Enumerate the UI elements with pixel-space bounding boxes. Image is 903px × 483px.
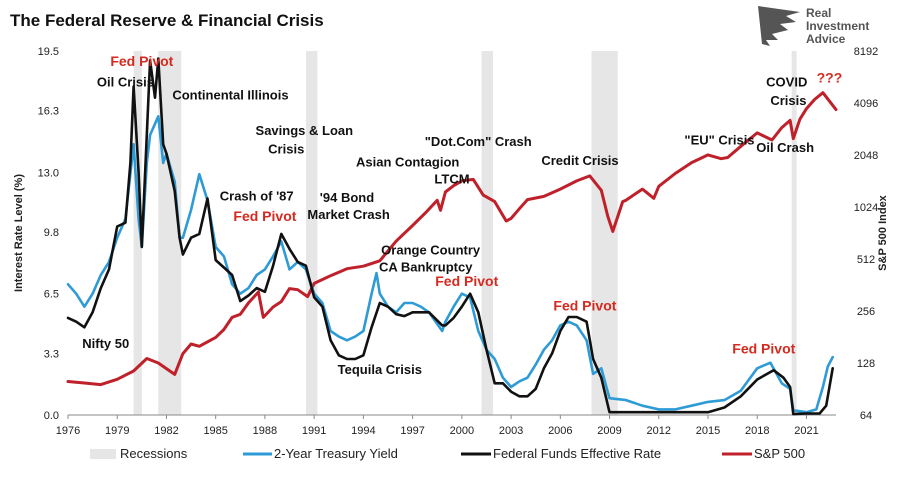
annotation-label: Crisis bbox=[770, 93, 806, 108]
legend-label-sp500: S&P 500 bbox=[754, 446, 805, 461]
annotation-label: Crisis bbox=[268, 142, 304, 157]
x-tick-label: 1979 bbox=[105, 425, 129, 437]
recession-band-2 bbox=[305, 51, 318, 415]
y-left-tick-label: 13.0 bbox=[38, 167, 59, 179]
annotation-label: Market Crash bbox=[307, 207, 389, 222]
y-right-tick-label: 64 bbox=[860, 410, 872, 422]
x-tick-label: 2021 bbox=[794, 425, 818, 437]
y-right-tick-label: 2048 bbox=[854, 150, 878, 162]
x-tick-label: 1991 bbox=[302, 425, 326, 437]
annotation-label: '94 Bond bbox=[320, 190, 374, 205]
y-left-tick-label: 16.3 bbox=[38, 106, 59, 118]
annotation-label: COVID bbox=[766, 74, 807, 89]
x-tick-label: 2000 bbox=[450, 425, 474, 437]
annotation-red: Fed Pivot bbox=[110, 53, 173, 69]
sp500-line bbox=[66, 91, 838, 387]
y-right-tick-label: 4096 bbox=[854, 98, 878, 110]
annotation-label: Crash of '87 bbox=[220, 188, 294, 203]
y-left-tick-label: 19.5 bbox=[38, 46, 59, 58]
annotation-label: Credit Crisis bbox=[541, 153, 618, 168]
annotations: Oil Crisis Fed Pivot Continental Illinois S… bbox=[82, 53, 842, 377]
x-tick-label: 2006 bbox=[548, 425, 572, 437]
recession-band-4 bbox=[591, 51, 618, 415]
y-right-tick-label: 256 bbox=[857, 306, 875, 318]
axes: 1976 1979 1982 1985 1988 1991 1994 1997 2000 2003… bbox=[38, 46, 879, 437]
x-tick-label: 2003 bbox=[499, 425, 523, 437]
x-tick-label: 1982 bbox=[154, 425, 178, 437]
y-right-tick-label: 128 bbox=[857, 358, 875, 370]
x-tick-label: 1985 bbox=[203, 425, 227, 437]
legend-swatch-recessions bbox=[90, 449, 116, 459]
annotation-red: Fed Pivot bbox=[732, 340, 795, 356]
brand-line-1: Real bbox=[806, 6, 831, 20]
fed-funds-line bbox=[66, 57, 835, 416]
annotation-label: Nifty 50 bbox=[82, 336, 129, 351]
chart-title: The Federal Reserve & Financial Crisis bbox=[10, 11, 324, 30]
recession-band-5 bbox=[791, 51, 797, 415]
annotation-red: ??? bbox=[817, 70, 843, 86]
x-tick-label: 2012 bbox=[647, 425, 671, 437]
annotation-red: Fed Pivot bbox=[435, 273, 498, 289]
annotation-label: CA Bankruptcy bbox=[379, 259, 473, 274]
annotation-label: Continental Illinois bbox=[172, 88, 288, 103]
x-tick-label: 2015 bbox=[696, 425, 720, 437]
y-axis-label-left: Interest Rate Level (%) bbox=[13, 174, 25, 292]
x-tick-label: 1997 bbox=[400, 425, 424, 437]
recession-band-0 bbox=[133, 51, 142, 415]
annotation-label: Tequila Crisis bbox=[338, 362, 422, 377]
series-lines bbox=[66, 57, 838, 416]
recession-band-3 bbox=[481, 51, 494, 415]
y-left-tick-label: 3.3 bbox=[44, 348, 59, 360]
annotation-label: LTCM bbox=[434, 172, 469, 187]
annotation-label: Savings & Loan bbox=[256, 123, 354, 138]
x-tick-label: 1994 bbox=[351, 425, 375, 437]
annotation-label: Orange Country bbox=[381, 242, 481, 257]
annotation-red: Fed Pivot bbox=[553, 297, 616, 313]
annotation-label: "EU" Crisis bbox=[684, 132, 754, 147]
x-tick-label: 1988 bbox=[253, 425, 277, 437]
annotation-label: Asian Contagion bbox=[356, 155, 459, 170]
y-axis-label-right: S&P 500 Index bbox=[877, 194, 889, 270]
brand-logo: Real Investment Advice bbox=[758, 6, 869, 46]
y-right-tick-label: 512 bbox=[857, 254, 875, 266]
eagle-icon bbox=[758, 6, 800, 46]
annotation-label: Oil Crisis bbox=[97, 74, 154, 89]
y-left-tick-label: 9.8 bbox=[44, 227, 59, 239]
legend-label-treasury: 2-Year Treasury Yield bbox=[274, 446, 398, 461]
brand-line-2: Investment bbox=[806, 19, 869, 33]
x-tick-label: 2018 bbox=[745, 425, 769, 437]
y-left-tick-label: 0.0 bbox=[44, 410, 59, 422]
legend-label-recessions: Recessions bbox=[120, 446, 188, 461]
brand-line-3: Advice bbox=[806, 32, 846, 46]
x-tick-label: 2009 bbox=[597, 425, 621, 437]
legend-label-fedfunds: Federal Funds Effective Rate bbox=[493, 446, 661, 461]
y-right-tick-label: 1024 bbox=[854, 202, 878, 214]
annotation-red: Fed Pivot bbox=[233, 208, 296, 224]
legend: Recessions 2-Year Treasury Yield Federal… bbox=[90, 446, 805, 461]
y-right-tick-label: 8192 bbox=[854, 46, 878, 58]
annotation-label: "Dot.Com" Crash bbox=[425, 134, 532, 149]
annotation-label: Oil Crash bbox=[756, 140, 814, 155]
y-left-tick-label: 6.5 bbox=[44, 289, 59, 301]
x-tick-label: 1976 bbox=[56, 425, 80, 437]
